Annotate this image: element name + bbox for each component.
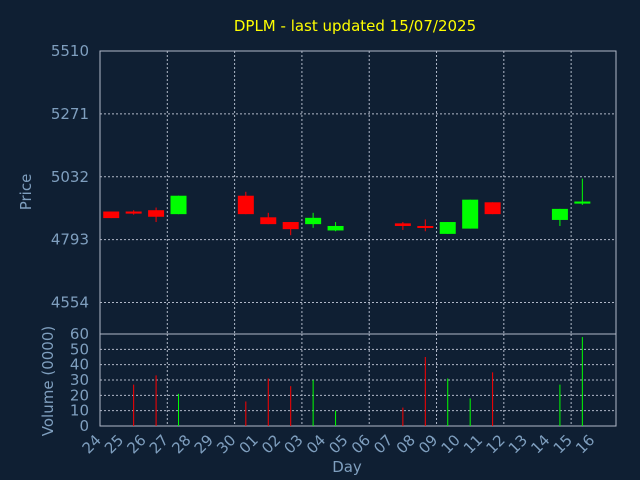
volume-axis-label: Volume (0000) — [39, 326, 57, 436]
candle-body — [103, 211, 120, 219]
volume-tick-label: 30 — [70, 371, 89, 389]
price-axis-label: Price — [17, 174, 35, 211]
candle-body — [394, 223, 411, 226]
candle-body — [417, 225, 434, 228]
candle-body — [260, 217, 277, 225]
candle-body — [439, 222, 456, 234]
volume-panel-frame — [99, 333, 617, 427]
volume-tick-label: 60 — [70, 325, 89, 343]
candle-body — [237, 195, 254, 215]
price-tick-label: 5032 — [51, 168, 89, 186]
candle-body — [462, 199, 479, 229]
price-tick-label: 5271 — [51, 105, 89, 123]
price-tick-label: 5510 — [51, 42, 89, 60]
price-panel-frame — [99, 50, 617, 335]
day-tick-label: 16 — [572, 431, 598, 457]
day-axis-label: Day — [332, 458, 362, 476]
candle-body — [484, 202, 501, 215]
candle-body — [148, 210, 165, 217]
volume-tick-label: 50 — [70, 340, 89, 358]
candle-body — [170, 195, 187, 215]
volume-tick-label: 0 — [79, 417, 89, 435]
volume-tick-label: 20 — [70, 386, 89, 404]
price-tick-label: 4793 — [51, 231, 89, 249]
candle-body — [327, 225, 344, 231]
candle-body — [305, 217, 322, 225]
candle-body — [551, 208, 568, 220]
candle-body — [125, 211, 142, 214]
chart-title: DPLM - last updated 15/07/2025 — [234, 17, 476, 35]
volume-tick-label: 40 — [70, 356, 89, 374]
candle-body — [282, 222, 299, 230]
volume-tick-label: 10 — [70, 402, 89, 420]
candle-body — [574, 201, 591, 204]
price-tick-label: 4554 — [51, 294, 89, 312]
